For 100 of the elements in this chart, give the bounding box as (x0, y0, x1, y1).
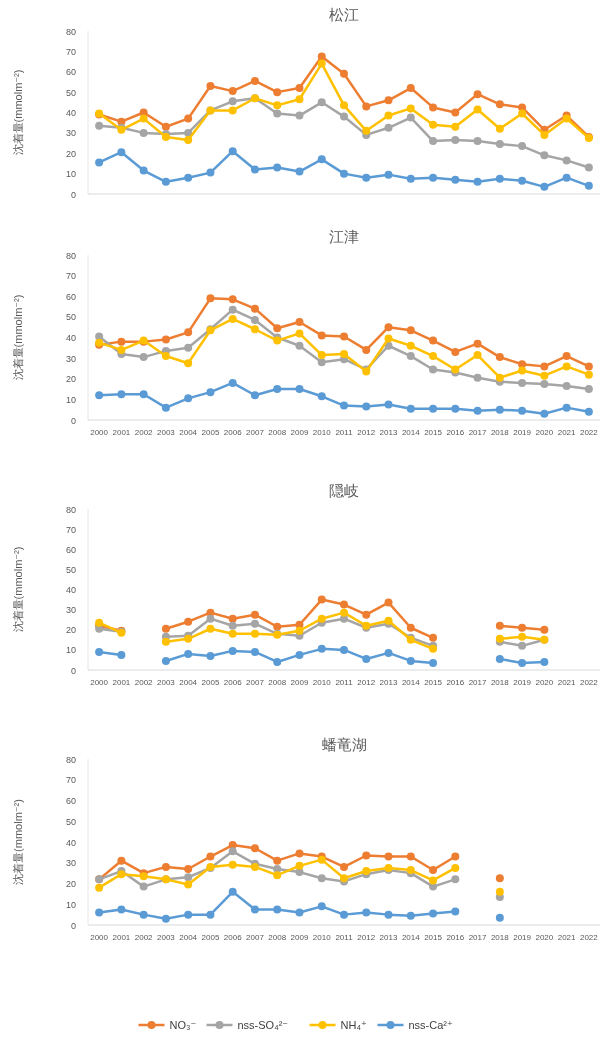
point (273, 905, 282, 914)
point (406, 352, 415, 361)
point (495, 887, 504, 896)
x-tick-label: 2021 (557, 428, 577, 437)
point (273, 109, 282, 118)
x-tick-label: 2007 (246, 678, 265, 687)
point (250, 304, 259, 313)
point (384, 323, 393, 332)
x-tick-label: 2011 (335, 678, 354, 687)
x-tick-label: 2017 (468, 678, 488, 687)
point (384, 910, 393, 919)
y-tick-label: 60 (65, 544, 76, 555)
y-tick-label: 10 (65, 899, 76, 910)
point (451, 136, 460, 145)
point (273, 385, 282, 394)
point (340, 862, 348, 871)
x-tick-label: 2013 (379, 933, 398, 942)
x-tick-label: 2001 (112, 678, 131, 687)
point (340, 645, 348, 654)
point (184, 910, 193, 919)
point (117, 337, 126, 346)
point (495, 124, 504, 133)
point (295, 650, 304, 659)
x-tick-label: 2018 (490, 678, 510, 687)
x-tick-label: 2002 (134, 678, 154, 687)
y-tick-label: 50 (65, 564, 76, 575)
point (184, 880, 193, 889)
point (250, 76, 259, 85)
x-tick-label: 2007 (246, 428, 265, 437)
point (295, 111, 304, 120)
point (584, 385, 593, 394)
x-tick-label: 2019 (513, 678, 532, 687)
point (228, 614, 237, 623)
x-tick-label: 2018 (490, 933, 510, 942)
x-tick-label: 2009 (290, 933, 309, 942)
point (317, 902, 326, 911)
point (184, 114, 193, 123)
point (406, 174, 415, 183)
point (495, 654, 504, 663)
x-tick-label: 2005 (201, 678, 220, 687)
point (362, 173, 371, 182)
point (429, 876, 438, 885)
point (184, 328, 193, 337)
point (161, 122, 170, 131)
y-tick-label: 30 (65, 128, 76, 139)
x-tick-label: 2000 (90, 428, 109, 437)
point (495, 913, 504, 922)
point (584, 407, 593, 416)
point (406, 404, 415, 413)
x-tick-label: 2017 (468, 933, 488, 942)
point (362, 610, 371, 619)
point (95, 332, 104, 341)
point (540, 182, 549, 191)
point (406, 341, 415, 350)
point (117, 345, 126, 354)
point (495, 100, 504, 109)
y-tick-label: 50 (65, 87, 76, 98)
point (451, 108, 460, 117)
x-tick-label: 2003 (157, 678, 176, 687)
point (317, 155, 326, 164)
point (495, 874, 504, 883)
point (406, 623, 415, 632)
point (384, 123, 393, 132)
x-tick-label: 2010 (312, 428, 332, 437)
point (340, 608, 348, 617)
y-tick-label: 10 (65, 169, 76, 180)
point (584, 163, 593, 172)
point (451, 875, 460, 884)
x-tick-label: 2014 (401, 428, 421, 437)
point (384, 170, 393, 179)
x-tick-label: 2006 (223, 428, 243, 437)
point (540, 130, 549, 139)
point (584, 362, 593, 371)
point (184, 873, 193, 882)
point (429, 173, 438, 182)
point (406, 911, 415, 920)
x-tick-label: 2015 (424, 678, 443, 687)
point (473, 90, 482, 99)
y-tick-label: 50 (65, 312, 76, 323)
point (562, 362, 571, 371)
y-tick-label: 20 (65, 879, 76, 889)
x-tick-label: 2008 (268, 933, 287, 942)
point (429, 137, 438, 146)
x-tick-label: 2013 (379, 428, 398, 437)
point (161, 352, 170, 361)
point (340, 401, 348, 410)
point (250, 610, 259, 619)
x-tick-label: 2000 (90, 933, 109, 942)
x-tick-label: 2006 (223, 933, 243, 942)
point (317, 59, 326, 68)
x-tick-label: 2011 (335, 428, 354, 437)
point (228, 646, 237, 655)
x-tick-label: 2005 (201, 428, 220, 437)
x-tick-label: 2020 (535, 678, 554, 687)
y-tick-label: 30 (65, 858, 76, 869)
y-tick-label: 10 (65, 645, 76, 656)
point (206, 82, 215, 91)
point (273, 101, 282, 110)
point (429, 658, 438, 667)
point (429, 103, 438, 112)
